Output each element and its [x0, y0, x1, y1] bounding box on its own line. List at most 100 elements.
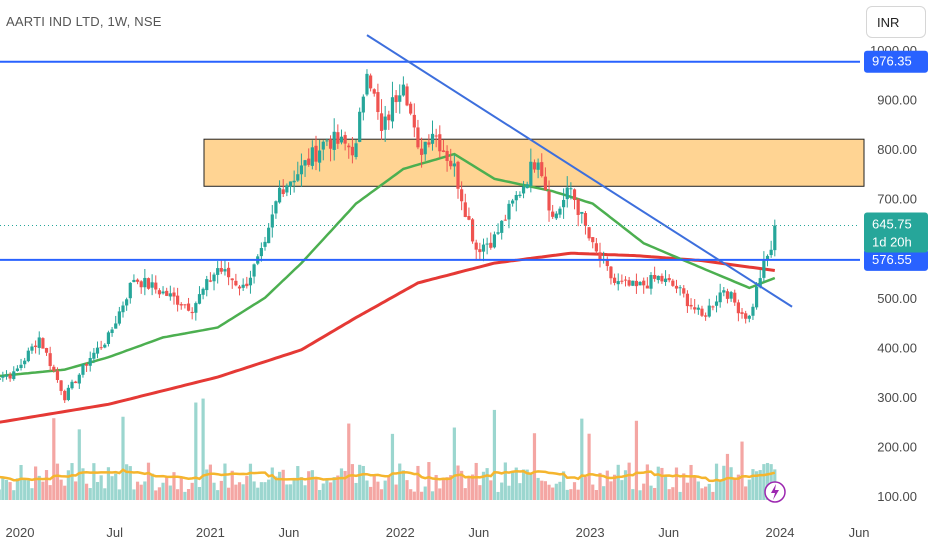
candle — [44, 347, 49, 356]
volume-bar — [460, 470, 464, 500]
candle — [387, 110, 391, 130]
candle — [605, 256, 609, 271]
candle-body — [653, 274, 657, 279]
candle-body — [234, 280, 238, 286]
candle-body — [693, 307, 697, 310]
moving-average-layer — [0, 152, 776, 424]
volume-bar — [682, 473, 686, 500]
candle-body — [445, 150, 449, 161]
candle-body — [623, 279, 628, 281]
volume-bar — [623, 470, 628, 500]
volume-bar — [285, 484, 289, 500]
volume-bar — [645, 464, 649, 500]
volume-bar — [478, 485, 482, 500]
volume-bar — [554, 483, 558, 500]
volume-bar — [751, 469, 755, 500]
candle-body — [132, 279, 136, 283]
volume-bar — [267, 479, 271, 500]
candle — [725, 288, 730, 304]
candle-body — [66, 387, 70, 400]
candle-body — [288, 181, 293, 187]
volume-bar — [518, 483, 522, 500]
volume-bar — [339, 468, 344, 500]
candle-body — [299, 165, 304, 175]
candle-body — [292, 180, 296, 183]
candle-body — [463, 202, 467, 217]
candle-body — [4, 375, 9, 377]
candle — [551, 204, 555, 219]
candle — [540, 153, 544, 178]
ma-long-line — [0, 251, 776, 424]
support-price-label: 576.55 — [864, 248, 928, 271]
candle — [507, 200, 511, 229]
candle — [23, 357, 27, 369]
symbol-title: AARTI IND LTD, 1W, NSE — [6, 14, 162, 29]
candle — [99, 340, 103, 350]
candle-body — [55, 370, 60, 381]
candle-body — [678, 287, 682, 289]
candle — [503, 214, 507, 221]
price-labels-layer: 976.35 576.55 645.75 1d 20h — [864, 50, 928, 271]
candle-body — [110, 329, 114, 334]
candle-body — [285, 185, 289, 193]
candle-body — [336, 132, 340, 144]
volume-bar — [358, 464, 362, 500]
candle — [704, 312, 708, 321]
x-tick-label: Jul — [106, 525, 123, 540]
candle-body — [405, 86, 409, 106]
candle — [336, 124, 340, 149]
candle-body — [583, 213, 588, 226]
candle — [427, 134, 431, 148]
candle — [398, 84, 402, 114]
candle-body — [23, 360, 27, 365]
candle-body — [467, 216, 471, 220]
volume-bar — [594, 490, 598, 500]
currency-selector[interactable]: INR — [866, 6, 926, 38]
candle-body — [725, 291, 730, 299]
volume-bar — [135, 481, 140, 500]
volume-bar — [328, 482, 333, 500]
volume-bar — [463, 488, 467, 500]
resistance-price-label: 976.35 — [864, 50, 928, 73]
candle — [674, 279, 679, 294]
candle-body — [419, 148, 424, 155]
volume-bar — [634, 420, 639, 500]
candle — [638, 281, 642, 286]
candle — [616, 273, 620, 291]
volume-bar — [292, 479, 296, 500]
candle-body — [205, 279, 209, 291]
candle — [394, 90, 398, 113]
volume-bar — [234, 484, 238, 500]
candle — [179, 302, 183, 310]
volume-bar — [663, 475, 668, 500]
flash-icon[interactable] — [764, 481, 786, 503]
candle-body — [452, 163, 456, 167]
volume-bar — [525, 469, 529, 500]
candle-body — [216, 268, 220, 275]
volume-bar — [558, 481, 562, 500]
candle — [714, 295, 719, 313]
volume-bar — [379, 489, 384, 500]
volume-bar — [205, 469, 209, 500]
candle — [521, 180, 526, 199]
last-price-label-bg — [864, 212, 928, 253]
candle — [92, 348, 96, 364]
candle — [183, 304, 187, 309]
candle — [576, 198, 580, 227]
descending-trendline[interactable] — [366, 34, 793, 308]
candle-body — [525, 184, 529, 189]
candle — [401, 76, 405, 97]
candle — [649, 272, 653, 295]
volume-bar — [762, 464, 766, 500]
candle — [15, 365, 19, 372]
volume-bar — [154, 490, 158, 500]
candle-body — [37, 337, 41, 348]
candle-body — [259, 248, 263, 257]
candle — [438, 125, 442, 158]
volume-bar — [419, 491, 424, 500]
candle-body — [427, 142, 431, 145]
candle — [88, 351, 92, 372]
volume-bar — [405, 480, 409, 500]
candle — [369, 73, 373, 92]
